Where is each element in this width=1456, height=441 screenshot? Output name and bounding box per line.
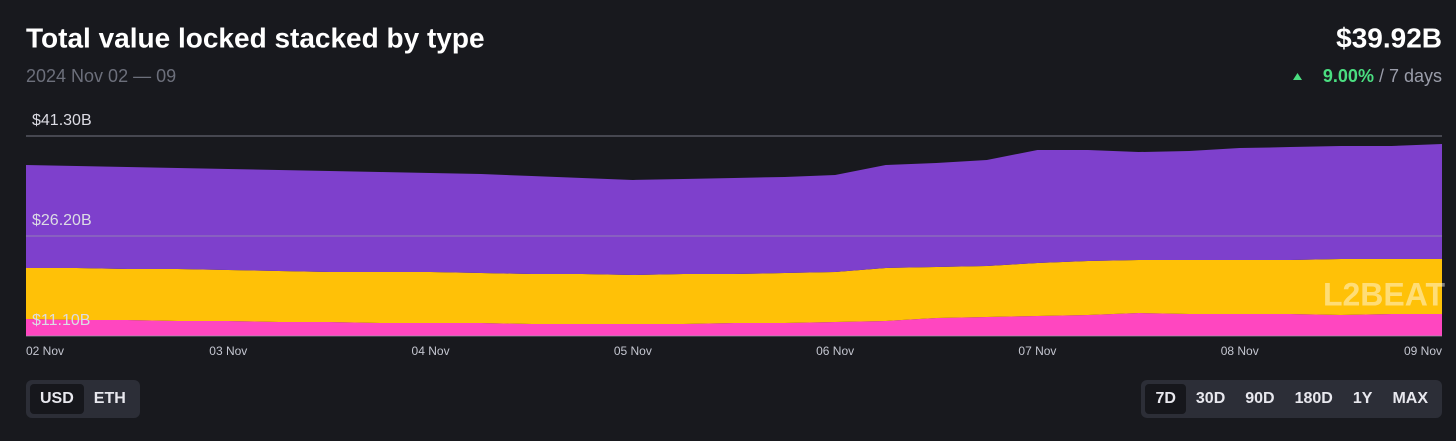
total-value: $39.92B bbox=[1336, 22, 1442, 53]
area bbox=[26, 258, 1442, 325]
range-toggle: 7D 30D 90D 180D 1Y MAX bbox=[1141, 380, 1442, 418]
x-tick-label: 03 Nov bbox=[209, 344, 247, 358]
y-tick-label: $26.20B bbox=[32, 212, 92, 229]
change-line: 9.00%/ 7 days bbox=[1323, 66, 1442, 86]
chart-title: Total value locked stacked by type bbox=[26, 22, 485, 53]
toggle-button[interactable]: 7D bbox=[1145, 384, 1186, 414]
area bbox=[26, 143, 1442, 276]
toggle-button[interactable]: MAX bbox=[1392, 390, 1428, 407]
watermark: L2BEAT bbox=[1323, 276, 1446, 312]
currency-toggle: USD ETH bbox=[26, 380, 140, 418]
area bbox=[26, 313, 1442, 336]
toggle-button[interactable]: 90D bbox=[1245, 390, 1275, 407]
toggle-button[interactable]: ETH bbox=[93, 390, 126, 407]
x-tick-label: 02 Nov bbox=[26, 344, 64, 358]
x-tick-label: 04 Nov bbox=[412, 344, 450, 358]
areas bbox=[26, 143, 1442, 336]
chart-subtitle: 2024 Nov 02 — 09 bbox=[26, 66, 176, 86]
toggle-button[interactable]: USD bbox=[30, 384, 84, 414]
change-period: / 7 days bbox=[1379, 66, 1442, 86]
y-tick-label: $11.10B bbox=[32, 312, 90, 329]
toggle-button[interactable]: 180D bbox=[1294, 390, 1333, 407]
axes: $11.10B $26.20B $41.30B 02 Nov 03 Nov 04 Nov 0… bbox=[26, 112, 1442, 358]
x-tick-label: 06 Nov bbox=[816, 344, 854, 358]
y-tick-label: $41.30B bbox=[32, 112, 92, 129]
up-arrow bbox=[1293, 73, 1302, 80]
change-value: 9.00% bbox=[1323, 66, 1374, 86]
x-tick-label: 08 Nov bbox=[1221, 344, 1259, 358]
x-tick-label: 07 Nov bbox=[1018, 344, 1056, 358]
toggle-button[interactable]: 30D bbox=[1195, 390, 1226, 407]
x-tick-label: 09 Nov bbox=[1404, 344, 1442, 358]
x-tick-label: 05 Nov bbox=[614, 344, 652, 358]
toggle-button[interactable]: 1Y bbox=[1352, 390, 1373, 407]
